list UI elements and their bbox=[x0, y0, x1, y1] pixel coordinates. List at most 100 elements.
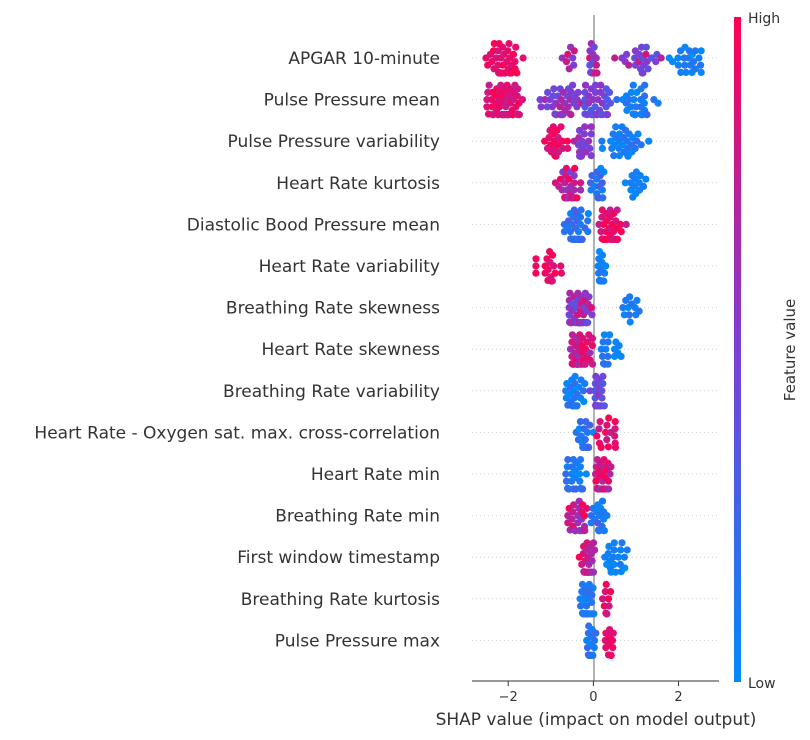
shap-point bbox=[613, 96, 621, 104]
shap-point bbox=[623, 50, 631, 59]
shap-point bbox=[639, 182, 648, 190]
shap-point bbox=[682, 68, 690, 76]
shap-point bbox=[581, 360, 589, 368]
shap-point bbox=[564, 103, 572, 111]
shap-point bbox=[623, 546, 631, 554]
shap-point bbox=[576, 456, 585, 464]
shap-point bbox=[657, 54, 665, 62]
shap-point bbox=[629, 81, 637, 89]
shap-point bbox=[598, 387, 606, 395]
shap-point bbox=[603, 436, 611, 444]
shap-point bbox=[590, 644, 598, 652]
shap-point bbox=[483, 103, 491, 111]
shap-point bbox=[613, 206, 621, 214]
shap-point bbox=[611, 443, 620, 451]
shap-point bbox=[600, 331, 609, 339]
shap-point bbox=[513, 69, 521, 77]
feature-label: Heart Rate min bbox=[311, 465, 440, 485]
shap-point bbox=[597, 81, 605, 89]
shap-point bbox=[557, 269, 566, 277]
shap-point bbox=[581, 511, 589, 520]
shap-point bbox=[637, 141, 645, 149]
shap-point bbox=[605, 414, 613, 422]
shap-point bbox=[609, 553, 617, 561]
shap-point bbox=[641, 81, 649, 89]
feature-label: Breathing Rate kurtosis bbox=[241, 590, 440, 610]
shap-point bbox=[631, 144, 639, 152]
colorbar-title: Feature value bbox=[781, 299, 799, 401]
shap-point bbox=[557, 123, 565, 131]
shap-point bbox=[570, 179, 578, 187]
shap-point bbox=[576, 463, 585, 471]
shap-point bbox=[563, 137, 572, 145]
shap-point bbox=[592, 81, 600, 89]
shap-point bbox=[577, 206, 585, 214]
shap-point bbox=[532, 255, 540, 263]
shap-point bbox=[597, 228, 605, 236]
shap-point bbox=[562, 470, 570, 478]
shap-point bbox=[498, 43, 507, 51]
shap-point bbox=[626, 318, 634, 326]
shap-point bbox=[485, 81, 493, 89]
shap-point bbox=[581, 123, 589, 131]
shap-point bbox=[573, 194, 581, 202]
shap-point bbox=[606, 99, 615, 107]
shap-point bbox=[626, 293, 634, 301]
shap-point bbox=[598, 186, 607, 194]
shap-point bbox=[599, 595, 607, 603]
shap-point bbox=[691, 47, 699, 55]
shap-point bbox=[616, 220, 625, 228]
shap-point bbox=[615, 342, 623, 350]
shap-point bbox=[644, 65, 652, 73]
shap-point bbox=[599, 380, 607, 388]
shap-point bbox=[582, 470, 590, 478]
shap-point bbox=[578, 235, 586, 243]
shap-point bbox=[586, 144, 594, 152]
shap-point bbox=[625, 311, 633, 319]
shap-point bbox=[570, 172, 578, 180]
shap-point bbox=[639, 69, 647, 77]
shap-point bbox=[590, 610, 598, 618]
shap-point bbox=[642, 175, 650, 183]
shap-point bbox=[589, 568, 598, 576]
shap-point bbox=[620, 553, 629, 561]
shap-point bbox=[569, 81, 577, 89]
shap-point bbox=[569, 54, 577, 62]
shap-point bbox=[579, 485, 587, 493]
shap-point bbox=[697, 47, 705, 55]
shap-point bbox=[599, 338, 607, 346]
shap-point bbox=[611, 54, 619, 62]
shap-point bbox=[581, 81, 590, 89]
shap-point bbox=[640, 99, 648, 107]
shap-point bbox=[580, 398, 588, 406]
shap-point bbox=[570, 501, 578, 509]
shap-point bbox=[584, 228, 592, 236]
shap-point bbox=[588, 342, 597, 350]
shap-point bbox=[645, 137, 653, 145]
shap-point bbox=[607, 651, 615, 660]
shap-point bbox=[595, 425, 603, 433]
feature-label: First window timestamp bbox=[237, 548, 440, 568]
shap-point bbox=[550, 262, 558, 270]
shap-point bbox=[588, 591, 596, 599]
shap-point bbox=[611, 432, 619, 440]
shap-point bbox=[613, 235, 622, 243]
shap-point bbox=[576, 418, 585, 426]
shap-point bbox=[618, 539, 626, 547]
shap-point bbox=[592, 61, 601, 69]
shap-point bbox=[511, 58, 519, 66]
feature-label: Pulse Pressure variability bbox=[228, 132, 440, 152]
shap-point bbox=[602, 580, 610, 589]
shap-point bbox=[605, 542, 613, 551]
shap-point bbox=[674, 61, 682, 69]
shap-point bbox=[571, 164, 579, 172]
shap-point bbox=[585, 443, 593, 451]
shap-point bbox=[603, 511, 611, 520]
shap-point bbox=[605, 485, 613, 493]
x-ticks: −2 0 2 bbox=[499, 681, 683, 705]
shap-point bbox=[532, 269, 540, 277]
shap-point bbox=[627, 103, 635, 111]
shap-point bbox=[642, 43, 650, 51]
shap-point bbox=[590, 43, 598, 51]
shap-point bbox=[551, 269, 559, 277]
